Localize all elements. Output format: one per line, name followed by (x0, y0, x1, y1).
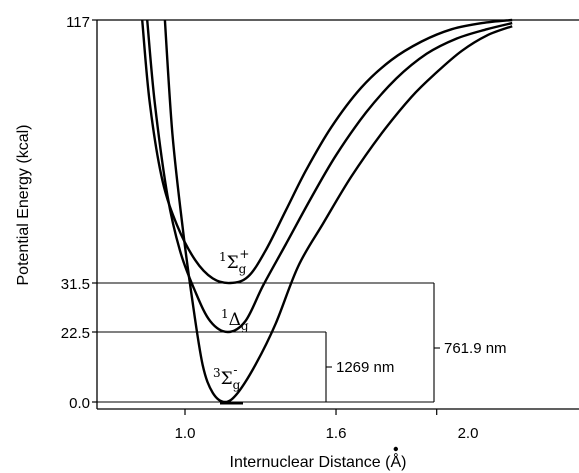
annotation-761-9nm: 761.9 nm (444, 340, 507, 357)
curve-series-1 (163, 19, 513, 404)
x-tick-label-1: 1.0 (175, 425, 196, 442)
y-tick-label-22-5: 22.5 (61, 325, 90, 342)
state-label-2: 1Δg (221, 307, 249, 333)
y-tick-label-31-5: 31.5 (61, 276, 90, 293)
x-tick-label-2: 1.6 (326, 425, 347, 442)
y-tick-label-0: 0.0 (69, 395, 90, 412)
y-axis-title: Potential Energy (kcal) (15, 125, 32, 286)
annotation-1269nm: 1269 nm (336, 359, 394, 376)
curve-series-3 (141, 18, 513, 285)
state-label-1: 3Σg- (213, 363, 241, 392)
x-axis-title: Internuclear Distance (Å) (230, 452, 407, 471)
y-tick-label-117: 117 (66, 14, 90, 31)
curve-series-2 (146, 19, 513, 334)
state-label-3: 1Σg+ (219, 247, 249, 276)
angstrom-ring-mark (393, 446, 399, 452)
x-tick-label-3: 2.0 (458, 425, 479, 442)
